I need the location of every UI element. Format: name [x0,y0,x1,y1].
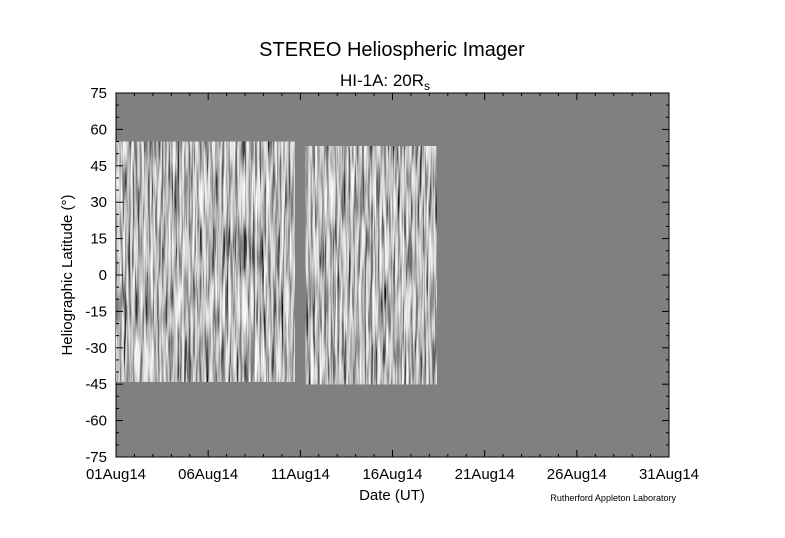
y-tick-label: 0 [99,267,107,284]
data-segments [116,141,437,385]
chart-title: STEREO Heliospheric Imager [259,39,525,61]
x-tick-label: 06Aug14 [178,466,238,483]
y-tick-label: 30 [90,194,107,211]
chart-subtitle: HI-1A: 20Rs [340,71,430,93]
y-tick-label: 60 [90,121,107,138]
y-tick-label: -75 [85,449,107,466]
x-tick-label: 01Aug14 [86,466,146,483]
y-axis-label: Heliographic Latitude (°) [59,194,76,355]
x-tick-label: 31Aug14 [639,466,699,483]
y-tick-label: 75 [90,85,107,102]
y-tick-label: -30 [85,340,107,357]
data-segment [116,141,295,382]
data-segment [305,146,437,385]
y-tick-label: 15 [90,231,107,248]
x-tick-label: 21Aug14 [455,466,515,483]
y-tick-label: 45 [90,158,107,175]
y-tick-label: -15 [85,303,107,320]
y-tick-label: -45 [85,376,107,393]
x-tick-label: 16Aug14 [362,466,422,483]
subtitle-subscript: s [424,79,430,93]
x-tick-label: 26Aug14 [547,466,607,483]
y-tick-label: -60 [85,413,107,430]
credit-label: Rutherford Appleton Laboratory [550,493,676,503]
subtitle-main: HI-1A: 20R [340,71,424,90]
x-axis-label: Date (UT) [359,487,425,504]
x-axis-ticks: 01Aug14 06Aug14 11Aug14 16Aug14 21Aug14 26Aug… [86,93,699,483]
y-axis-ticks: 75 60 45 30 15 0 -15 -30 -45 -60 -75 [85,85,669,466]
x-tick-label: 11Aug14 [271,466,330,483]
